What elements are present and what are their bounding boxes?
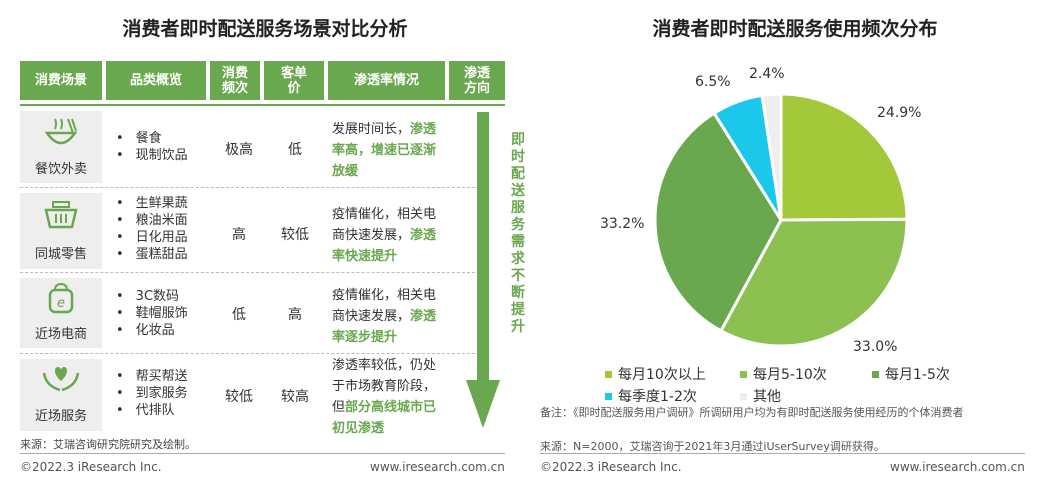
slice-label: 24.9% [877,105,922,121]
pie-slice [760,92,783,221]
header-underline [20,104,505,106]
row-divider [20,353,475,354]
right-footer-divider [540,453,1025,454]
legend-item: 其他 [740,386,781,406]
right-copyright: ©2022.3 iResearch Inc. [540,460,682,474]
pie-slice [718,217,909,348]
list-item: 鞋帽服饰 [116,305,188,322]
legend-item: 每月5-10次 [740,364,827,384]
items-ecommerce: 3C数码 鞋帽服饰 化妆品 [116,288,188,339]
slice-label: 2.4% [749,66,785,82]
header-direction: 渗透方向 [449,61,505,100]
list-item: 生鲜果蔬 [116,195,188,212]
penetration-retail: 疫情催化，相关电商快速发展，渗透率快速提升 [332,207,437,264]
row-divider [20,187,475,188]
list-item: 帮买帮送 [116,368,188,385]
price-ecommerce: 高 [288,307,302,323]
list-item: 餐食 [116,130,188,147]
right-chart-title: 消费者即时配送服务使用频次分布 [652,18,938,40]
pie-chart [653,92,909,348]
list-item: 代排队 [116,402,188,419]
left-footer-divider [20,453,505,454]
slice-label: 33.2% [600,216,645,232]
right-website: www.iresearch.com.cn [890,460,1025,474]
items-food: 餐食 现制饮品 [116,130,188,164]
penetration-service: 渗透率较低，仍处于市场教育阶段，但部分高线城市已初见渗透 [332,358,437,436]
items-retail: 生鲜果蔬 粮油米面 日化用品 蛋糕甜品 [116,195,188,263]
ecommerce-bag-icon: e [20,282,102,318]
arrow-vertical-text: 即时配送服务需求不断提升 [511,132,525,335]
legend-swatch [605,370,612,378]
legend-swatch [605,392,612,400]
legend-item: 每季度1-2次 [605,386,697,406]
penetration-food: 发展时间长，渗透率高，增速已逐渐放缓 [332,122,437,179]
header-category: 品类概览 [106,61,206,100]
list-item: 日化用品 [116,229,188,246]
arrow-down-icon [466,380,500,428]
frequency-retail: 高 [232,227,246,243]
price-retail: 较低 [281,227,309,243]
legend-swatch [740,392,747,400]
list-item: 蛋糕甜品 [116,246,188,263]
left-website: www.iresearch.com.cn [370,460,505,474]
scene-label-food: 餐饮外卖 [34,162,87,177]
scene-cell-retail [20,193,102,269]
frequency-service: 较低 [225,389,253,405]
items-service: 帮买帮送 到家服务 代排队 [116,368,188,419]
row-divider [20,272,475,273]
list-item: 到家服务 [116,385,188,402]
hands-heart-icon [20,363,102,399]
scene-label-service: 近场服务 [34,409,87,424]
svg-text:e: e [57,296,65,311]
frequency-food: 极高 [225,142,253,158]
bowl-icon [20,117,102,155]
header-scene: 消费场景 [20,61,102,100]
price-food: 低 [288,142,302,158]
legend-swatch [740,370,747,378]
penetration-ecommerce: 疫情催化，相关电商快速发展，渗透率逐步提升 [332,288,437,345]
scene-label-ecommerce: 近场电商 [34,327,87,342]
left-chart-title: 消费者即时配送服务场景对比分析 [122,18,408,40]
legend-item: 每月1-5次 [872,364,950,384]
header-price: 客单价 [264,61,324,100]
frequency-ecommerce: 低 [232,307,246,323]
basket-icon [20,200,102,234]
left-source-note: 来源：艾瑞咨询研究院研究及绘制。 [20,438,196,451]
legend-swatch [872,370,879,378]
list-item: 化妆品 [116,322,188,339]
right-note: 备注：《即时配送服务用户调研》所调研用户均为有即时配送服务使用经历的个体消费者 [540,406,964,419]
list-item: 现制饮品 [116,147,188,164]
header-penetration: 渗透率情况 [328,61,445,100]
right-source-note: 来源：N=2000，艾瑞咨询于2021年3月通过iUserSurvey调研获得。 [540,440,885,453]
list-item: 3C数码 [116,288,188,305]
direction-arrow-shaft [477,112,489,380]
pie-slice [653,111,783,333]
left-copyright: ©2022.3 iResearch Inc. [20,460,162,474]
list-item: 粮油米面 [116,212,188,229]
slice-label: 6.5% [695,74,731,90]
scene-label-retail: 同城零售 [34,247,87,262]
pie-slice [779,92,909,222]
price-service: 较高 [281,389,309,405]
header-frequency: 消费频次 [210,61,260,100]
slice-label: 33.0% [853,339,898,355]
legend-item: 每月10次以上 [605,364,706,384]
